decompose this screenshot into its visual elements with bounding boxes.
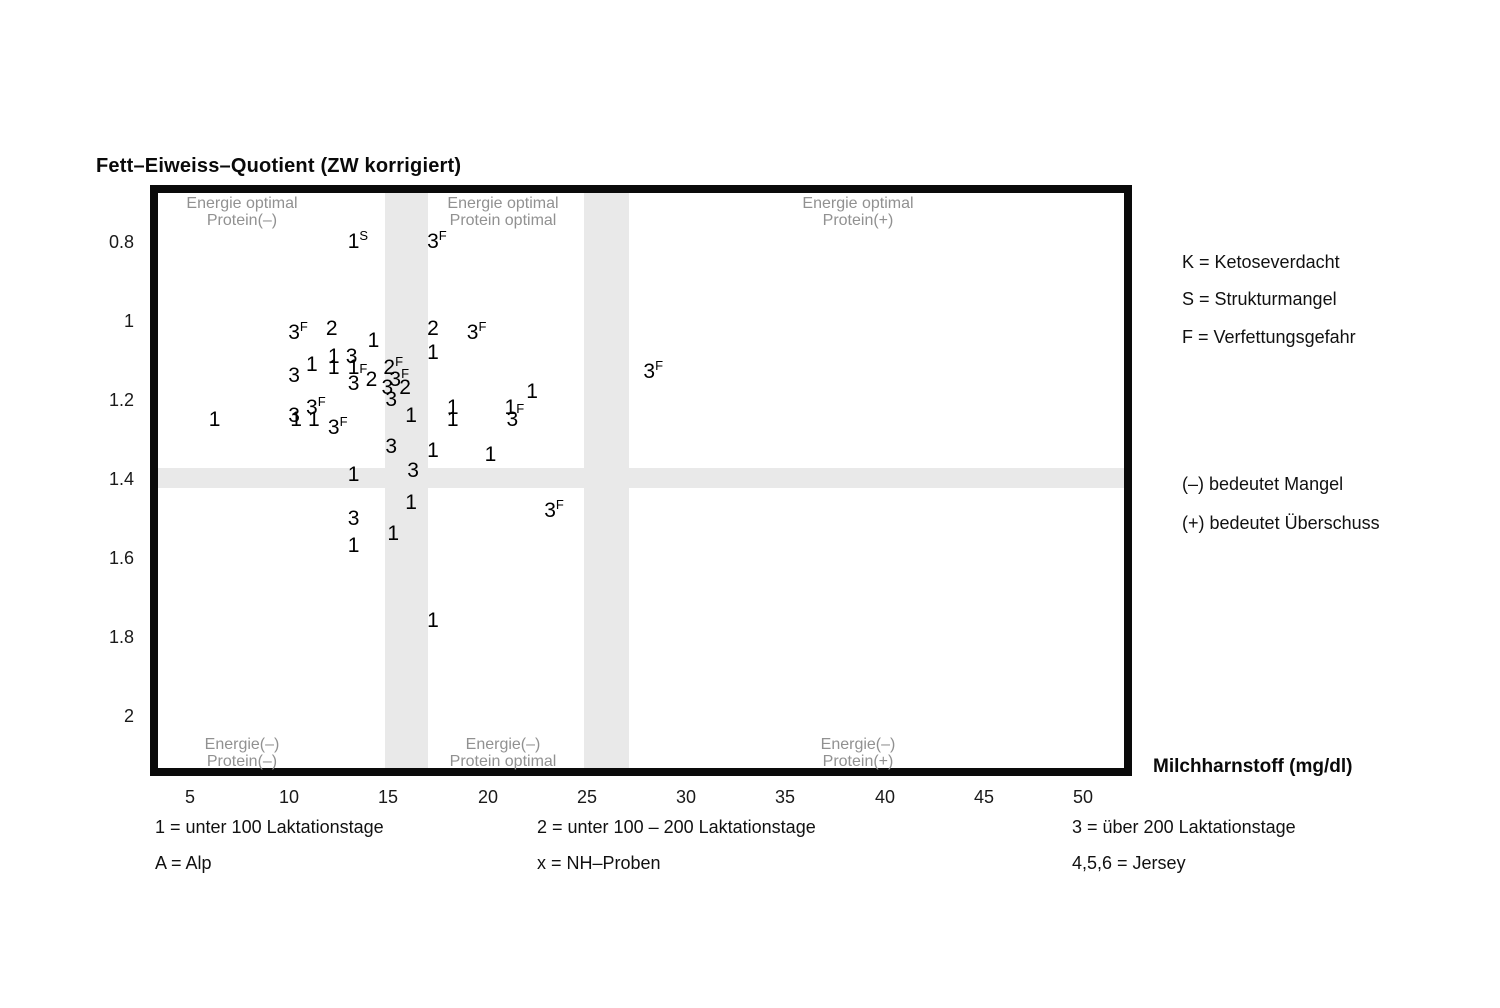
- y-tick-label: 1.8: [108, 627, 134, 647]
- data-point-marker: 1F: [504, 395, 525, 419]
- region-label-bottom: Energie(–) Protein optimal: [449, 736, 557, 770]
- data-point-marker: 1: [484, 443, 497, 467]
- x-tick-label: 45: [973, 787, 995, 807]
- chart-title: Fett–Eiweiss–Quotient (ZW korrigiert): [96, 155, 462, 177]
- legend-code-s: S = Strukturmangel: [1182, 289, 1337, 309]
- region-label-bottom: Energie(–) Protein(–): [204, 736, 280, 770]
- data-point-marker: 2: [399, 376, 411, 400]
- marker-suffix: F: [401, 366, 410, 382]
- data-point-marker: 1: [405, 403, 417, 427]
- data-point-marker: 3: [288, 403, 300, 427]
- footnote-marker-3: 3 = über 200 Laktationstage: [1072, 817, 1296, 837]
- legend-code-f: F = Verfettungsgefahr: [1182, 327, 1356, 347]
- x-axis-title: Milchharnstoff (mg/dl): [1153, 756, 1353, 777]
- x-tick-label: 5: [184, 787, 195, 807]
- data-point-marker: 3: [347, 372, 360, 396]
- data-point-marker: 3F: [389, 366, 410, 392]
- legend-note-minus: (–) bedeutet Mangel: [1182, 474, 1344, 494]
- marker-suffix: F: [438, 228, 447, 243]
- data-point-marker: 3F: [288, 318, 308, 344]
- x-tick-label: 20: [477, 787, 499, 807]
- plot-area: Energie optimal Protein(–) Energie optimal…: [150, 185, 1132, 776]
- data-point-marker: 3: [506, 407, 519, 431]
- region-label-top: Energie optimal Protein(+): [802, 195, 914, 229]
- y-tick-label: 1.6: [108, 548, 134, 568]
- x-tick-label: 15: [377, 787, 399, 807]
- data-point-marker: 1: [327, 356, 340, 380]
- x-tick-label: 35: [774, 787, 796, 807]
- region-label-bottom: Energie(–) Protein(+): [820, 736, 896, 770]
- data-point-marker: 3F: [327, 413, 348, 439]
- marker-suffix: F: [655, 358, 664, 374]
- y-tick-label: 1: [123, 311, 134, 331]
- data-point-marker: 1: [446, 395, 459, 419]
- x-tick-label: 25: [576, 787, 598, 807]
- marker-suffix: F: [395, 354, 404, 370]
- data-point-marker: 1: [347, 534, 360, 558]
- marker-suffix: F: [516, 400, 525, 416]
- marker-suffix: F: [359, 361, 368, 377]
- marker-suffix: F: [299, 318, 308, 334]
- y-tick-label: 0.8: [108, 232, 134, 252]
- data-point-marker: 1: [306, 352, 318, 376]
- y-tick-label: 2: [123, 706, 134, 726]
- legend-note-plus: (+) bedeutet Überschuss: [1182, 513, 1380, 533]
- legend-code-k: K = Ketoseverdacht: [1182, 252, 1340, 272]
- data-point-marker: 1: [308, 407, 320, 431]
- data-point-marker: 3: [347, 506, 360, 530]
- data-point-marker: 3F: [544, 496, 564, 522]
- data-point-marker: 1: [208, 407, 221, 431]
- data-point-marker: 1: [427, 609, 439, 633]
- x-tick-label: 50: [1072, 787, 1094, 807]
- x-tick-label: 40: [874, 787, 896, 807]
- data-point-marker: 3: [345, 344, 358, 368]
- data-point-marker: 1S: [347, 228, 369, 253]
- data-point-marker: 2: [427, 316, 439, 340]
- x-tick-label: 30: [675, 787, 697, 807]
- marker-suffix: F: [478, 318, 487, 334]
- data-point-marker: 2: [325, 316, 338, 340]
- data-point-marker: 3F: [643, 358, 664, 384]
- data-point-marker: 1: [405, 490, 417, 514]
- footnote-marker-2: 2 = unter 100 – 200 Laktationstage: [537, 817, 816, 837]
- y-tick-label: 1.2: [108, 390, 134, 410]
- data-point-marker: 1: [387, 522, 400, 546]
- footnote-marker-1: 1 = unter 100 Laktationstage: [155, 817, 384, 837]
- data-point-marker: 3: [407, 459, 419, 483]
- data-point-marker: 2F: [383, 354, 404, 380]
- footnote-marker-jersey: 4,5,6 = Jersey: [1072, 853, 1186, 873]
- marker-suffix: S: [359, 228, 369, 243]
- data-point-marker: 1: [367, 328, 380, 352]
- x-tick-label: 10: [278, 787, 300, 807]
- y-tick-label: 1.4: [108, 469, 134, 489]
- marker-suffix: F: [317, 393, 326, 409]
- data-point-marker: 1: [290, 407, 302, 431]
- marker-suffix: F: [339, 413, 348, 429]
- data-point-marker: 1F: [347, 356, 368, 380]
- data-point-marker: 1: [526, 380, 538, 404]
- data-point-marker: 3F: [306, 393, 326, 419]
- data-point-marker: 1: [427, 340, 439, 364]
- data-point-marker: 3: [288, 364, 300, 388]
- data-point-marker: 3F: [466, 318, 487, 344]
- data-point-marker: 1: [327, 344, 340, 368]
- data-point-marker: 1: [427, 439, 439, 463]
- region-label-top: Energie optimal Protein(–): [186, 195, 298, 229]
- data-point-marker: 3: [385, 435, 398, 459]
- region-label-top: Energie optimal Protein optimal: [447, 195, 559, 229]
- data-point-marker: 1: [446, 407, 459, 431]
- shaded-band-horizontal: [158, 468, 1124, 488]
- data-point-marker: 1: [347, 463, 360, 486]
- marker-suffix: F: [555, 496, 564, 512]
- data-point-marker: 3: [381, 376, 394, 400]
- data-point-marker: 3F: [427, 228, 447, 253]
- footnote-marker-x: x = NH–Proben: [537, 853, 661, 873]
- footnote-marker-a: A = Alp: [155, 853, 212, 873]
- data-point-marker: 2: [365, 368, 378, 392]
- data-point-marker: 3: [385, 388, 398, 411]
